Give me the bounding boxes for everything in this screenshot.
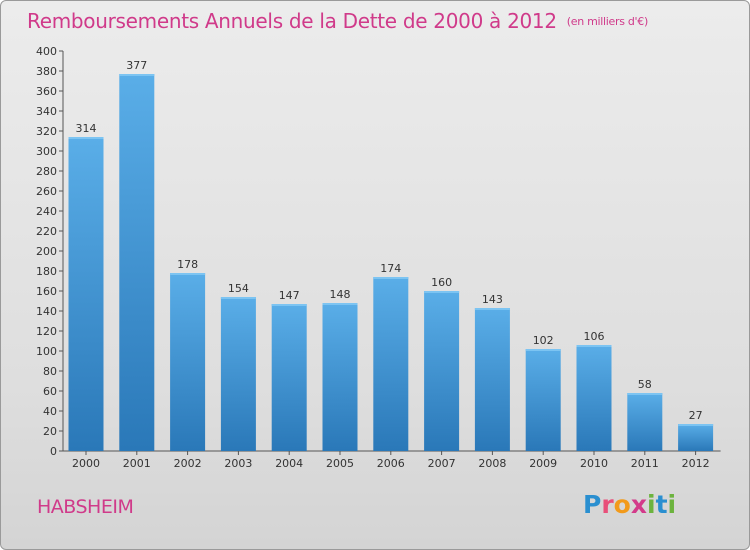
y-tick-label: 80 <box>43 365 57 378</box>
proxiti-logo: Proxiti <box>583 490 677 519</box>
x-tick-label: 2007 <box>428 457 456 470</box>
bar <box>119 74 155 451</box>
bar-top-edge <box>271 304 307 306</box>
y-tick-label: 0 <box>50 445 57 458</box>
y-tick-label: 380 <box>36 65 57 78</box>
chart-unit-note: (en milliers d'€) <box>566 15 648 28</box>
y-tick-label: 300 <box>36 145 57 158</box>
y-tick-label: 360 <box>36 85 57 98</box>
bar-value-label: 154 <box>228 282 249 295</box>
x-tick-label: 2006 <box>377 457 405 470</box>
bar-top-edge <box>678 424 714 426</box>
bar <box>68 137 104 451</box>
bar-top-edge <box>525 349 561 351</box>
bar-top-edge <box>322 303 358 305</box>
bar-value-label: 27 <box>689 409 703 422</box>
bar <box>322 303 358 451</box>
y-tick-label: 400 <box>36 45 57 58</box>
x-tick-label: 2008 <box>478 457 506 470</box>
y-tick-label: 260 <box>36 185 57 198</box>
bar-top-edge <box>627 393 663 395</box>
town-name: HABSHEIM <box>37 496 134 518</box>
x-tick-label: 2012 <box>682 457 710 470</box>
bar-top-edge <box>576 345 612 347</box>
x-tick-label: 2003 <box>224 457 252 470</box>
y-tick-label: 200 <box>36 245 57 258</box>
bar <box>525 349 561 451</box>
y-tick-label: 40 <box>43 405 57 418</box>
y-tick-label: 20 <box>43 425 57 438</box>
x-tick-label: 2001 <box>123 457 151 470</box>
bar-top-edge <box>119 74 155 76</box>
bar-value-label: 147 <box>279 289 300 302</box>
bar <box>271 304 307 451</box>
x-tick-label: 2009 <box>529 457 557 470</box>
y-tick-label: 180 <box>36 265 57 278</box>
bar-top-edge <box>474 308 510 310</box>
y-tick-label: 140 <box>36 305 57 318</box>
chart-title-text: Remboursements Annuels de la Dette de 20… <box>27 9 557 33</box>
bar-value-label: 148 <box>330 288 351 301</box>
y-tick-label: 320 <box>36 125 57 138</box>
bar-top-edge <box>220 297 256 299</box>
bar-value-label: 143 <box>482 293 503 306</box>
bar-value-label: 160 <box>431 276 452 289</box>
x-tick-label: 2010 <box>580 457 608 470</box>
y-tick-label: 60 <box>43 385 57 398</box>
bar-top-edge <box>68 137 104 139</box>
bar-value-label: 178 <box>177 258 198 271</box>
bar-value-label: 106 <box>584 330 605 343</box>
bar <box>576 345 612 451</box>
y-tick-label: 160 <box>36 285 57 298</box>
y-tick-label: 120 <box>36 325 57 338</box>
bar-value-label: 102 <box>533 334 554 347</box>
x-tick-label: 2000 <box>72 457 100 470</box>
bar <box>678 424 714 451</box>
chart-title: Remboursements Annuels de la Dette de 20… <box>27 9 648 33</box>
bar-top-edge <box>373 277 409 279</box>
bar-value-label: 314 <box>76 122 97 135</box>
bar <box>424 291 460 451</box>
x-tick-label: 2002 <box>174 457 202 470</box>
y-tick-label: 280 <box>36 165 57 178</box>
bar <box>373 277 409 451</box>
y-tick-label: 240 <box>36 205 57 218</box>
y-tick-label: 340 <box>36 105 57 118</box>
bar-value-label: 174 <box>380 262 401 275</box>
bar-top-edge <box>424 291 460 293</box>
x-tick-label: 2011 <box>631 457 659 470</box>
bar-top-edge <box>170 273 206 275</box>
bar-value-label: 58 <box>638 378 652 391</box>
bar-value-label: 377 <box>126 59 147 72</box>
bar <box>474 308 510 451</box>
y-tick-label: 100 <box>36 345 57 358</box>
bar <box>170 273 206 451</box>
x-tick-label: 2004 <box>275 457 303 470</box>
y-tick-label: 220 <box>36 225 57 238</box>
bar <box>627 393 663 451</box>
x-tick-label: 2005 <box>326 457 354 470</box>
bar <box>220 297 256 451</box>
